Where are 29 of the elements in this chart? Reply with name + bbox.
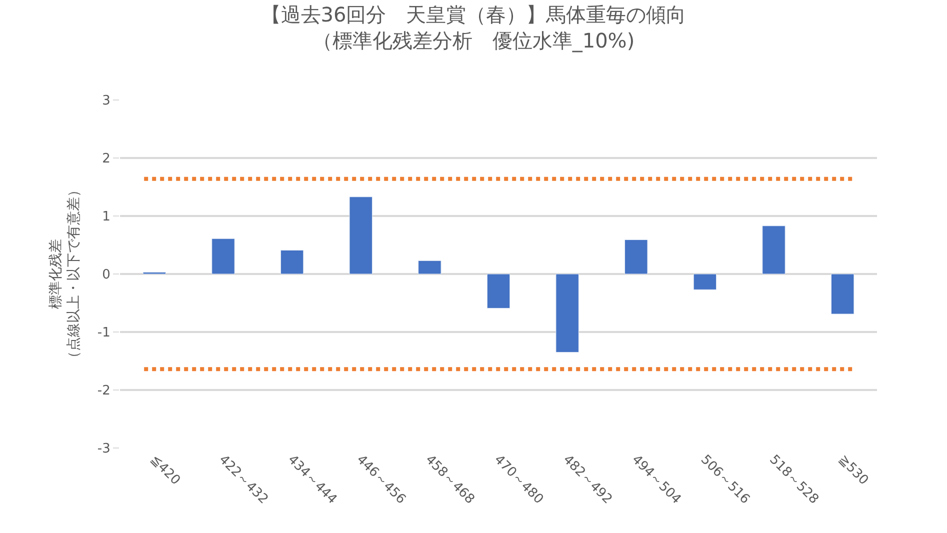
x-tick-label: 446～456 (353, 452, 408, 508)
y-tick-label: -1 (97, 326, 110, 341)
y-axis-title: 標準化残差（点線以上・以下で有意差） (48, 183, 82, 365)
y-tick-label: 0 (102, 268, 110, 283)
bar (830, 274, 854, 314)
chart-subtitle: （標準化残差分析 優位水準_10%) (312, 28, 635, 52)
y-tick-label: 1 (102, 210, 110, 225)
x-tick-label: 506～516 (698, 452, 752, 508)
y-tick-label: -3 (97, 442, 110, 457)
y-tick-label: 2 (102, 152, 110, 167)
bar (212, 238, 235, 274)
bar (349, 196, 372, 274)
bar (693, 274, 717, 290)
x-tick-label: 494～504 (628, 452, 684, 508)
x-tick-label: 434～444 (284, 452, 340, 508)
x-tick-label: 518～528 (766, 452, 822, 508)
bar (280, 250, 304, 274)
bar (486, 274, 510, 308)
chart-title: 【過去36回分 天皇賞（春）】馬体重毎の傾向 (260, 2, 686, 26)
bar (762, 226, 786, 274)
y-tick-label: 3 (102, 94, 110, 109)
x-tick-label: 470～480 (491, 452, 546, 508)
y-tick-label: -2 (97, 384, 110, 399)
x-tick-label: 482～492 (560, 452, 615, 508)
bar (418, 260, 442, 274)
x-tick-label: 458～468 (422, 452, 478, 508)
bar (556, 274, 579, 353)
x-tick-label: 422～432 (216, 452, 271, 508)
bar (624, 240, 648, 274)
